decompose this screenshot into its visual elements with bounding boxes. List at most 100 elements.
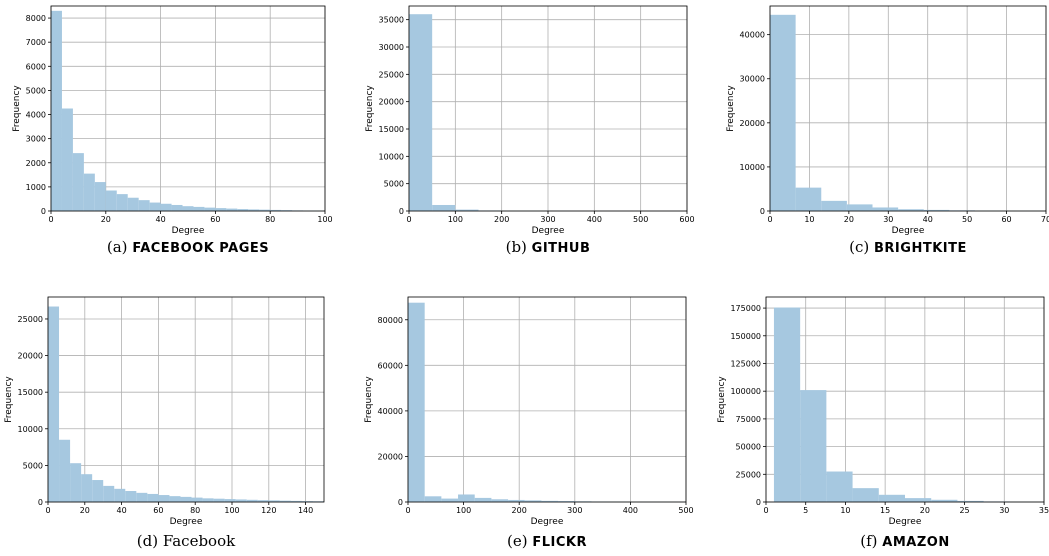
x-tick-label: 40	[156, 215, 166, 224]
y-tick-label: 4000	[26, 111, 46, 120]
histogram-bar	[846, 204, 873, 211]
y-tick-label: 35000	[379, 16, 404, 25]
x-tick-label: 20	[844, 215, 854, 224]
chart-panel: 0 100 200 300 400 500 600 0 5000 10000 15000 20000 2…	[365, 5, 695, 256]
subfigure-caption: (f) AMAZON	[860, 532, 949, 550]
histogram-bar	[246, 499, 258, 502]
y-axis-label: Frequency	[365, 85, 375, 132]
subfigure-caption: (b) GITHUB	[506, 238, 591, 256]
x-tick-label: 500	[678, 506, 693, 515]
axes-frame	[769, 5, 1047, 212]
y-tick-label: 100000	[730, 387, 761, 396]
histogram-bar	[103, 485, 115, 502]
histogram-bar	[235, 499, 247, 502]
histogram-bar	[826, 471, 853, 502]
chart-panel: 0 5 10 15 20 25 30 35 0 25000 50000 75000 100000 1250…	[717, 296, 1049, 550]
histogram-bar	[138, 200, 150, 211]
histogram-bar	[878, 494, 905, 502]
x-tick-label: 200	[494, 215, 509, 224]
y-axis-label: Frequency	[12, 85, 22, 132]
histogram-bar	[905, 498, 932, 502]
subfigure-caption: (c) BRIGHTKITE	[849, 238, 967, 256]
x-tick-label: 100	[317, 215, 332, 224]
histogram-bar	[59, 439, 71, 502]
x-tick-label: 0	[45, 506, 50, 515]
y-tick-label: 8000	[26, 14, 46, 23]
histogram-bar	[268, 500, 280, 502]
x-tick-label: 10	[804, 215, 814, 224]
histogram-bar	[957, 500, 984, 502]
histogram-bar	[158, 495, 170, 502]
y-axis-label: Frequency	[717, 376, 727, 423]
chart-panel: 0 20 40 60 80 1000100020003000400050006000700…	[12, 5, 333, 256]
x-tick-label: 40	[923, 215, 933, 224]
x-axis-label: Degree	[889, 517, 922, 527]
subfigure-caption: (a) FACEBOOK PAGES	[107, 238, 269, 256]
histogram-bar	[94, 182, 106, 211]
y-tick-label: 15000	[18, 388, 43, 397]
histogram-bar	[182, 206, 194, 211]
x-tick-label: 0	[48, 215, 53, 224]
histogram-bar	[70, 463, 82, 502]
x-tick-label: 80	[265, 215, 275, 224]
histogram-bar	[169, 496, 181, 502]
y-tick-label: 5000	[384, 180, 404, 189]
x-axis-label: Degree	[532, 226, 565, 236]
x-tick-label: 0	[767, 215, 772, 224]
x-tick-label: 60	[1001, 215, 1011, 224]
histogram-bar	[202, 498, 214, 502]
histogram-bar	[301, 501, 313, 502]
histogram-bar	[226, 208, 238, 211]
y-tick-label: 10000	[18, 425, 43, 434]
subfigure-caption: (e) FLICKR	[507, 532, 587, 550]
y-tick-label: 7000	[26, 38, 46, 47]
y-tick-label: 20000	[18, 352, 43, 361]
histogram-bar	[125, 491, 137, 502]
x-tick-label: 600	[679, 215, 694, 224]
x-tick-label: 400	[623, 506, 638, 515]
x-tick-label: 20	[80, 506, 90, 515]
histogram-bar	[872, 207, 899, 211]
axes-frame	[407, 296, 687, 503]
histogram-bar	[171, 204, 183, 211]
chart-panel: 0 20 40 60 80 100 120 140 0 5000 10000 15000 20000 25…	[4, 296, 325, 550]
histogram-bar	[524, 500, 542, 502]
y-tick-label: 40000	[740, 31, 765, 40]
histogram-bar	[215, 208, 227, 211]
histogram-bar	[773, 307, 801, 502]
y-tick-label: 0	[399, 207, 404, 216]
histogram-bar	[149, 202, 161, 211]
histogram-bar	[923, 209, 950, 211]
x-tick-label: 30	[883, 215, 893, 224]
histogram-bar	[224, 499, 236, 502]
histogram-bar	[279, 500, 291, 502]
histogram-bar	[409, 14, 433, 212]
x-tick-label: 30	[999, 506, 1009, 515]
histogram-bar	[441, 498, 459, 502]
histogram-bar	[61, 108, 73, 211]
histogram-bar	[116, 194, 128, 211]
histogram-bar	[795, 187, 822, 211]
subfigure-caption: (d) Facebook	[137, 532, 236, 550]
x-tick-label: 0	[406, 215, 411, 224]
x-tick-label: 500	[633, 215, 648, 224]
x-tick-label: 35	[1039, 506, 1049, 515]
x-tick-label: 15	[880, 506, 890, 515]
chart-panel: 0 10 20 30 40 50 60 70 0 10000 20000 30000 40000 Degr…	[726, 5, 1049, 256]
x-tick-label: 300	[567, 506, 582, 515]
histogram-bar	[270, 209, 282, 211]
y-tick-label: 60000	[378, 361, 403, 370]
histogram-bar	[455, 209, 479, 211]
axes-frame	[47, 296, 325, 503]
histogram-bar	[541, 500, 559, 502]
x-tick-label: 40	[117, 506, 127, 515]
histogram-bar	[83, 173, 95, 211]
y-tick-label: 0	[38, 498, 43, 507]
y-tick-label: 10000	[379, 152, 404, 161]
y-tick-label: 150000	[730, 332, 761, 341]
histogram-bar	[51, 10, 62, 211]
y-tick-label: 2000	[26, 159, 46, 168]
x-axis-label: Degree	[172, 226, 205, 236]
x-tick-label: 400	[587, 215, 602, 224]
